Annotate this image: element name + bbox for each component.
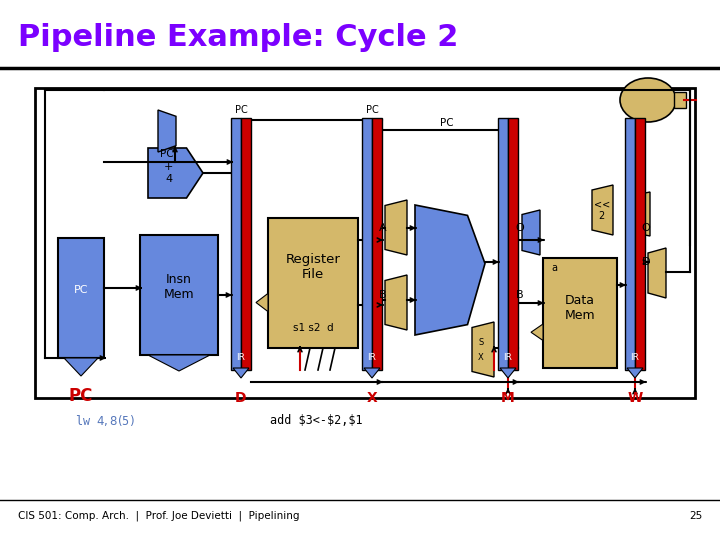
Polygon shape (385, 200, 407, 255)
Text: +
4: + 4 (164, 162, 174, 184)
Polygon shape (148, 148, 203, 198)
Bar (362, 118, 372, 370)
Polygon shape (648, 248, 666, 298)
Polygon shape (256, 293, 268, 312)
Polygon shape (148, 355, 210, 371)
Bar (140, 235, 218, 355)
Text: a: a (551, 263, 557, 273)
Text: PC: PC (440, 118, 454, 128)
Text: PC: PC (366, 105, 379, 115)
Text: D: D (642, 257, 650, 267)
Bar (498, 118, 508, 370)
Text: add $3<-$2,$1: add $3<-$2,$1 (270, 414, 363, 427)
Text: Data
Mem: Data Mem (564, 294, 595, 322)
Text: S: S (478, 339, 483, 347)
Text: X: X (478, 353, 484, 362)
Polygon shape (385, 275, 407, 330)
Text: PC: PC (235, 105, 248, 115)
Polygon shape (364, 368, 380, 378)
Text: PC: PC (69, 387, 93, 405)
Text: A: A (379, 223, 387, 233)
Bar (268, 218, 358, 348)
Text: PC: PC (73, 285, 89, 295)
Polygon shape (415, 205, 485, 335)
Polygon shape (64, 358, 98, 376)
Polygon shape (158, 110, 176, 152)
Text: 25: 25 (689, 511, 702, 521)
Text: B: B (379, 290, 387, 300)
Polygon shape (592, 185, 613, 235)
Polygon shape (472, 322, 494, 377)
Text: W: W (627, 391, 643, 405)
Text: Insn
Mem: Insn Mem (163, 273, 194, 301)
Bar (508, 118, 518, 370)
Text: s1 s2  d: s1 s2 d (293, 323, 333, 333)
Polygon shape (628, 192, 650, 236)
Bar (35, 88, 695, 398)
Bar (543, 258, 617, 368)
Text: O: O (642, 223, 650, 233)
Text: D: D (235, 391, 247, 405)
Text: lw $4,8($5): lw $4,8($5) (75, 413, 135, 428)
Text: IR: IR (368, 354, 377, 362)
Bar (58, 238, 104, 358)
Text: <<
2: << 2 (594, 199, 610, 221)
Polygon shape (500, 368, 516, 378)
Text: CIS 501: Comp. Arch.  |  Prof. Joe Devietti  |  Pipelining: CIS 501: Comp. Arch. | Prof. Joe Deviett… (18, 511, 300, 521)
Text: X: X (366, 391, 377, 405)
Bar (635, 118, 645, 370)
Bar (625, 118, 635, 370)
Text: B: B (516, 290, 524, 300)
Polygon shape (522, 210, 540, 255)
Bar (241, 118, 251, 370)
Polygon shape (627, 368, 643, 378)
Bar (231, 118, 241, 370)
Polygon shape (233, 368, 249, 378)
Ellipse shape (620, 78, 676, 122)
Text: IR: IR (631, 354, 639, 362)
Text: M: M (501, 391, 515, 405)
Text: IR: IR (503, 354, 513, 362)
Bar (674, 92, 686, 108)
Text: PC: PC (160, 149, 174, 159)
Text: O: O (516, 223, 524, 233)
Bar (372, 118, 382, 370)
Polygon shape (531, 324, 543, 341)
Text: Pipeline Example: Cycle 2: Pipeline Example: Cycle 2 (18, 24, 459, 52)
Text: Register
File: Register File (286, 253, 341, 281)
Text: IR: IR (237, 354, 246, 362)
